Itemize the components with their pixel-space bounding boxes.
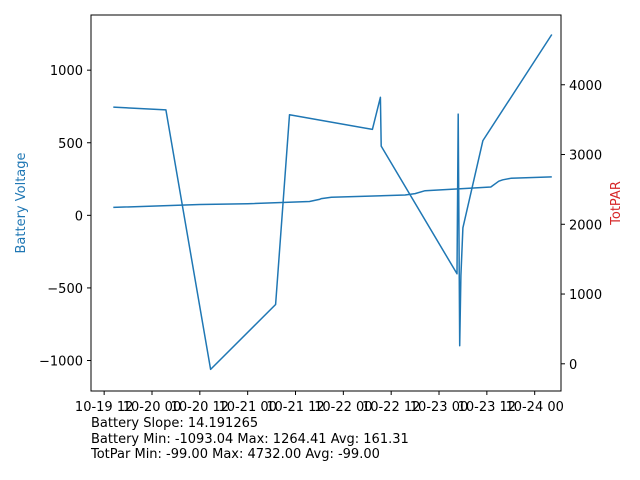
- x-tick-label: 10-24 00: [505, 400, 563, 415]
- x-tick-label: 10-23 00: [410, 400, 468, 415]
- right-y-tick-label: 4000: [569, 79, 602, 94]
- left-y-tick-label: 0: [75, 209, 83, 224]
- right-y-tick-label: 2000: [569, 218, 602, 233]
- plot-frame: [90, 14, 562, 392]
- left-y-tick-label: 500: [58, 137, 83, 152]
- x-tick-label: 10-22 12: [362, 400, 420, 415]
- series-layer: [113, 34, 553, 371]
- totpar-stats-text: TotPar Min: -99.00 Max: 4732.00 Avg: -99…: [91, 447, 380, 462]
- x-tick-label: 10-19 12: [75, 400, 133, 415]
- right-axis-label: TotPAR: [609, 181, 624, 226]
- x-tick-label: 10-23 12: [458, 400, 516, 415]
- series-line-2-right: [113, 34, 553, 371]
- battery-slope-text: Battery Slope: 14.191265: [91, 416, 259, 431]
- right-y-tick-label: 3000: [569, 149, 602, 164]
- left-y-tick-label: −1000: [39, 355, 83, 370]
- battery-stats-text: Battery Min: -1093.04 Max: 1264.41 Avg: …: [91, 431, 409, 447]
- left-y-tick-label: −500: [47, 282, 83, 297]
- left-axis-label: Battery Voltage: [14, 152, 29, 253]
- x-tick-label: 10-20 12: [171, 400, 229, 415]
- x-tick-label: 10-21 12: [266, 400, 324, 415]
- x-tick-label: 10-22 00: [314, 400, 372, 415]
- series-line-1-left: [113, 176, 552, 209]
- right-y-tick-label: 0: [569, 358, 577, 373]
- left-y-tick-label: 1000: [50, 64, 83, 79]
- x-tick-label: 10-21 00: [218, 400, 276, 415]
- x-tick-label: 10-20 00: [123, 400, 181, 415]
- right-y-tick-label: 1000: [569, 288, 602, 303]
- stats-block: Battery Slope: 14.191265 Battery Min: -10…: [91, 416, 409, 463]
